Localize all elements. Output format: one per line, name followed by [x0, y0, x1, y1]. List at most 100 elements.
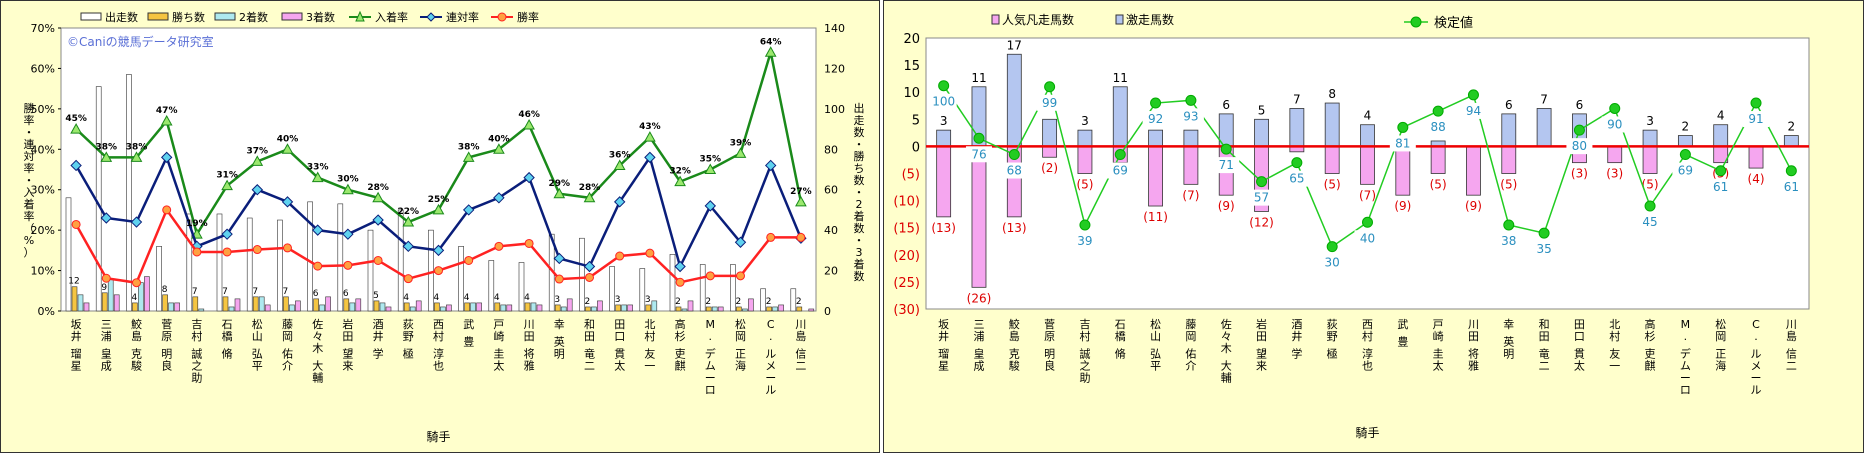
svg-text:岡: 岡	[1715, 330, 1726, 343]
bar-激走馬数	[1360, 124, 1375, 147]
bar-人気凡走馬数	[1607, 145, 1623, 164]
svg-text:%: %	[24, 234, 34, 247]
marker-連対率	[221, 228, 233, 240]
bar-勝ち数	[494, 302, 501, 312]
bar-label-pos: 3	[1081, 114, 1089, 128]
point-label: 33%	[307, 163, 329, 173]
bar-label-neg: (5)	[1430, 178, 1447, 192]
x-axis-label: 騎手	[426, 430, 450, 444]
line-label-bg	[1778, 178, 1805, 195]
marker-検定値	[1256, 176, 1268, 188]
svg-text:佑: 佑	[1185, 347, 1196, 361]
svg-text:数: 数	[854, 174, 865, 187]
bar-2着数	[681, 308, 688, 312]
line-label: 65	[1289, 172, 1304, 186]
bar-label-pos: 4	[1364, 109, 1372, 123]
svg-text:極: 極	[1327, 347, 1338, 361]
bar-出走数	[397, 209, 404, 312]
marker-検定値	[973, 132, 985, 144]
svg-text:藤: 藤	[282, 318, 293, 331]
marker-勝率	[434, 266, 443, 276]
bar-label-neg: (13)	[1002, 221, 1027, 235]
svg-text:明: 明	[161, 348, 172, 361]
bar-勝ち数	[645, 304, 652, 312]
svg-text:高: 高	[1645, 317, 1656, 331]
point-label: 38%	[458, 142, 480, 152]
y-axis-label-right: 出走数・勝ち数・2着数・3着数	[854, 101, 865, 283]
bar-出走数	[609, 266, 615, 312]
line-label: 90	[1607, 117, 1622, 131]
bar-出走数	[790, 288, 797, 312]
bar-label: 7	[222, 287, 228, 297]
bar-label-neg: (5)	[1324, 178, 1341, 192]
svg-text:島: 島	[795, 329, 806, 343]
svg-text:太: 太	[1574, 360, 1585, 373]
marker-検定値	[1220, 143, 1232, 155]
svg-text:武: 武	[1397, 318, 1408, 331]
bar-2着数	[711, 306, 718, 312]
bar-人気凡走馬数	[1148, 145, 1163, 207]
legend-label: 勝率	[517, 10, 539, 24]
svg-text:石: 石	[222, 318, 233, 331]
svg-text:皇: 皇	[101, 347, 112, 361]
line-label: 30	[1325, 256, 1340, 270]
bar-出走数	[65, 197, 72, 312]
marker-検定値	[1750, 97, 1762, 109]
marker-勝率	[403, 274, 413, 284]
marker-勝率	[252, 245, 262, 255]
svg-text:二: 二	[584, 360, 595, 373]
bar-勝ち数	[192, 296, 199, 312]
line-label: 35	[1536, 242, 1551, 256]
bar-label: 2	[736, 297, 742, 307]
bar-label: 7	[283, 287, 289, 297]
svg-text:正: 正	[735, 348, 746, 361]
marker-勝率	[162, 205, 172, 215]
bar-label: 2	[766, 297, 772, 307]
marker-勝率	[615, 251, 625, 261]
svg-text:島: 島	[1009, 329, 1020, 343]
legend-marker	[497, 12, 507, 22]
svg-text:）: ）	[24, 246, 35, 259]
marker-勝率	[766, 232, 776, 242]
bar-3着数	[748, 298, 754, 312]
svg-text:吏: 吏	[675, 348, 686, 361]
y-tick: 15	[903, 59, 920, 74]
bar-勝ち数	[524, 302, 531, 312]
left-chart-panel: 0% 10% 20% 30% 40% 50% 60% 70% 0 20 40 60 80 100 120 14…	[0, 0, 880, 453]
svg-text:学: 学	[373, 347, 384, 361]
y-tick-right: 120	[824, 62, 845, 75]
svg-text:来: 来	[342, 360, 353, 373]
marker-連対率	[462, 204, 475, 216]
y-tick-left: 50%	[31, 103, 55, 116]
bar-激走馬数	[1324, 102, 1340, 147]
bar-label: 9	[101, 283, 107, 293]
svg-text:ー: ー	[1680, 372, 1691, 385]
svg-text:ロ: ロ	[1680, 384, 1691, 397]
svg-text:川: 川	[524, 318, 535, 331]
line-label-bg	[1566, 138, 1593, 155]
bar-勝ち数	[705, 306, 712, 312]
legend-label: 3着数	[306, 10, 335, 24]
marker-入着率	[432, 203, 445, 215]
bar-label: 6	[313, 289, 319, 299]
svg-text:三: 三	[973, 318, 984, 331]
svg-text:松: 松	[252, 317, 263, 331]
bar-3着数	[446, 304, 452, 312]
legend-label: 人気凡走馬数	[1002, 12, 1074, 27]
bar-勝ち数	[373, 300, 380, 312]
point-label: 32%	[669, 167, 691, 177]
bar-勝ち数	[101, 292, 108, 312]
svg-text:佐: 佐	[312, 317, 323, 331]
bar-label: 3	[645, 295, 651, 305]
svg-text:井: 井	[373, 329, 384, 343]
bar-3着数	[566, 298, 573, 312]
marker-入着率	[462, 151, 475, 162]
bar-激走馬数	[1183, 129, 1199, 147]
svg-text:ー: ー	[705, 372, 716, 385]
x-axis-label: 騎手	[1355, 426, 1379, 440]
bar-激走馬数	[1713, 124, 1729, 147]
bar-3着数	[174, 302, 180, 312]
